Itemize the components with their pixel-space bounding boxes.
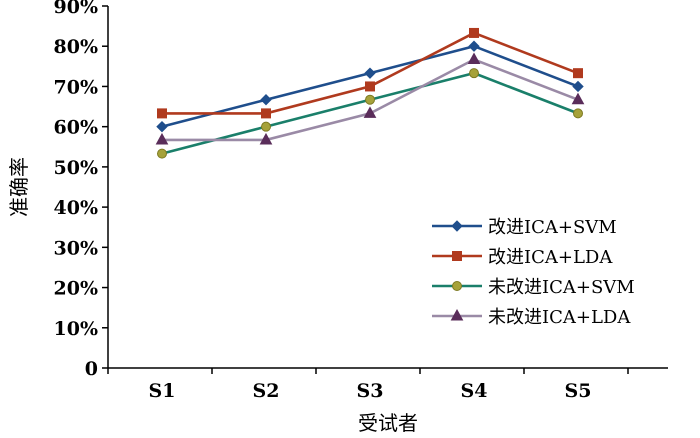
data-point bbox=[157, 108, 167, 119]
legend: 改进ICA+SVM 改进ICA+LDA 未改进ICA+SVM 未改进ICA+LDA bbox=[432, 217, 635, 328]
series-1 bbox=[156, 40, 584, 133]
x-tick-label: S2 bbox=[253, 380, 280, 402]
data-point bbox=[467, 52, 481, 64]
legend-item: 改进ICA+LDA bbox=[432, 247, 613, 268]
data-point bbox=[571, 92, 585, 105]
data-point bbox=[572, 80, 584, 93]
data-point bbox=[365, 94, 375, 105]
legend-item: 改进ICA+SVM bbox=[432, 217, 617, 238]
y-tick-label: 90% bbox=[54, 0, 99, 18]
data-point bbox=[157, 148, 167, 159]
data-point bbox=[468, 40, 480, 52]
legend-label: 未改进ICA+SVM bbox=[488, 277, 635, 298]
y-tick-label: 50% bbox=[54, 157, 99, 179]
x-tick-label: S1 bbox=[149, 380, 176, 402]
data-point bbox=[365, 81, 375, 92]
data-point bbox=[156, 120, 168, 133]
y-axis-title: 准确率 bbox=[7, 157, 31, 217]
data-point bbox=[260, 94, 272, 106]
y-tick-label: 40% bbox=[54, 197, 99, 219]
y-tick-label: 0 bbox=[85, 358, 98, 380]
x-tick-label: S4 bbox=[461, 380, 488, 402]
y-tick-label: 20% bbox=[54, 278, 99, 300]
data-point bbox=[364, 67, 376, 79]
data-point bbox=[469, 27, 479, 38]
legend-label: 改进ICA+SVM bbox=[488, 217, 617, 238]
legend-swatch-marker bbox=[452, 281, 462, 291]
legend-swatch-marker bbox=[451, 220, 463, 232]
data-point bbox=[261, 121, 271, 132]
legend-swatch-marker bbox=[450, 308, 464, 321]
legend-item: 未改进ICA+LDA bbox=[432, 307, 631, 328]
x-tick-label: S5 bbox=[565, 380, 592, 402]
x-axis-title: 受试者 bbox=[358, 411, 418, 435]
y-tick-label: 60% bbox=[54, 117, 99, 139]
legend-swatch-marker bbox=[452, 251, 462, 261]
data-point bbox=[259, 132, 273, 145]
axes: 0 10% 20% 30% 40% 50% 60% 70% 80% 90% S1 S2 S3 S4 S5 bbox=[54, 0, 668, 402]
y-tick-label: 30% bbox=[54, 237, 99, 259]
x-tick-label: S3 bbox=[357, 380, 384, 402]
data-point bbox=[155, 132, 169, 145]
series-3 bbox=[157, 68, 583, 159]
legend-item: 未改进ICA+SVM bbox=[432, 277, 635, 298]
data-point bbox=[573, 108, 583, 119]
legend-label: 未改进ICA+LDA bbox=[488, 307, 631, 328]
series-layer bbox=[155, 27, 585, 159]
legend-label: 改进ICA+LDA bbox=[488, 247, 613, 268]
data-point bbox=[261, 108, 271, 119]
series-2 bbox=[157, 27, 583, 119]
series-4 bbox=[155, 52, 585, 145]
y-tick-label: 80% bbox=[54, 36, 99, 58]
data-point bbox=[573, 68, 583, 79]
data-point bbox=[469, 68, 479, 79]
y-tick-label: 70% bbox=[54, 76, 99, 98]
data-point bbox=[363, 106, 377, 118]
y-tick-label: 10% bbox=[54, 318, 99, 340]
